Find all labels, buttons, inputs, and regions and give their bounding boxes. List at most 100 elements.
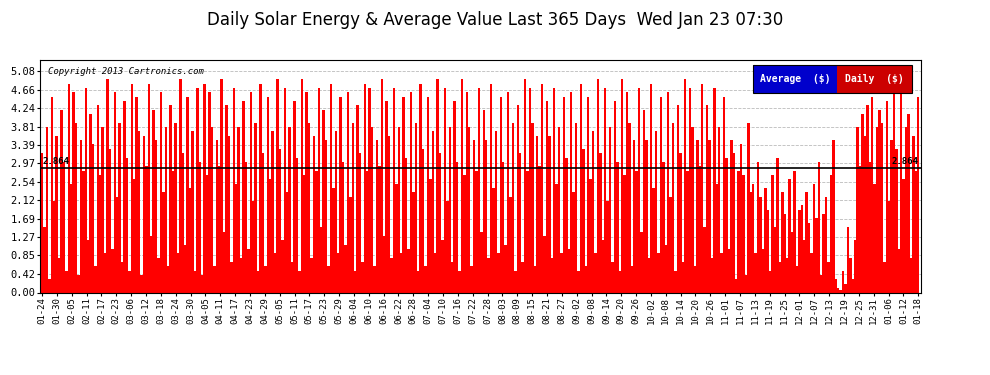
Bar — [323, 110, 325, 292]
Bar — [833, 140, 835, 292]
Bar — [609, 127, 611, 292]
Bar — [883, 262, 885, 292]
Bar — [177, 254, 179, 292]
Bar — [482, 110, 485, 292]
Bar — [89, 114, 92, 292]
Bar — [430, 179, 432, 292]
Bar — [694, 266, 696, 292]
Bar — [337, 254, 340, 292]
Bar — [126, 158, 128, 292]
Bar — [681, 262, 684, 292]
Bar — [189, 188, 191, 292]
Bar — [102, 127, 104, 292]
Bar — [721, 254, 723, 292]
Bar — [248, 249, 249, 292]
Bar — [810, 254, 813, 292]
Bar — [138, 131, 141, 292]
Bar — [512, 123, 514, 292]
Bar — [881, 123, 883, 292]
Bar — [662, 162, 664, 292]
Bar — [497, 254, 500, 292]
Bar — [261, 153, 264, 292]
Bar — [659, 97, 662, 292]
Bar — [529, 88, 531, 292]
Bar — [553, 88, 555, 292]
Bar — [465, 92, 468, 292]
Bar — [52, 201, 55, 292]
Bar — [519, 153, 522, 292]
Bar — [487, 258, 490, 292]
Text: Daily Solar Energy & Average Value Last 365 Days  Wed Jan 23 07:30: Daily Solar Energy & Average Value Last … — [207, 11, 783, 29]
Bar — [330, 84, 332, 292]
Bar — [162, 192, 164, 292]
Bar — [876, 127, 878, 292]
Bar — [444, 88, 446, 292]
Bar — [781, 192, 783, 292]
Bar — [388, 136, 390, 292]
Bar — [184, 244, 186, 292]
Bar — [245, 162, 248, 292]
Bar — [298, 271, 301, 292]
Bar — [735, 279, 738, 292]
Bar — [580, 84, 582, 292]
Bar — [325, 140, 328, 292]
Bar — [286, 192, 288, 292]
Bar — [455, 162, 458, 292]
Bar — [485, 140, 487, 292]
Bar — [677, 105, 679, 292]
Bar — [41, 153, 44, 292]
Bar — [164, 127, 167, 292]
Bar — [385, 101, 388, 292]
Bar — [373, 266, 376, 292]
Bar — [106, 79, 109, 292]
Bar — [351, 123, 354, 292]
Bar — [828, 262, 830, 292]
Bar — [915, 171, 917, 292]
Bar — [820, 275, 823, 292]
Bar — [412, 192, 415, 292]
Bar — [143, 136, 146, 292]
Bar — [545, 101, 548, 292]
Bar — [664, 244, 667, 292]
Bar — [172, 171, 174, 292]
Bar — [84, 88, 87, 292]
Bar — [453, 101, 455, 292]
Bar — [152, 110, 154, 292]
Bar — [345, 244, 346, 292]
Bar — [340, 97, 342, 292]
Bar — [849, 258, 851, 292]
Bar — [230, 262, 233, 292]
Bar — [823, 214, 825, 292]
Bar — [560, 254, 562, 292]
Bar — [769, 271, 771, 292]
Bar — [740, 144, 742, 292]
Bar — [141, 275, 143, 292]
Bar — [252, 201, 254, 292]
Bar — [432, 131, 434, 292]
Bar — [420, 84, 422, 292]
Bar — [744, 275, 747, 292]
Bar — [274, 254, 276, 292]
Bar — [801, 206, 803, 292]
Bar — [544, 236, 545, 292]
Bar — [728, 249, 731, 292]
Bar — [507, 92, 509, 292]
Bar — [211, 127, 213, 292]
Bar — [592, 131, 594, 292]
Bar — [599, 153, 602, 292]
Text: Daily  ($): Daily ($) — [845, 74, 904, 84]
Bar — [667, 92, 669, 292]
Bar — [577, 271, 580, 292]
Bar — [597, 79, 599, 292]
Bar — [788, 179, 791, 292]
Bar — [492, 188, 495, 292]
Bar — [437, 79, 439, 292]
Bar — [99, 175, 102, 292]
Bar — [415, 123, 417, 292]
Bar — [92, 144, 94, 292]
Bar — [264, 266, 266, 292]
Bar — [840, 290, 842, 292]
Bar — [803, 240, 806, 292]
Bar — [395, 184, 398, 292]
Bar — [657, 254, 659, 292]
